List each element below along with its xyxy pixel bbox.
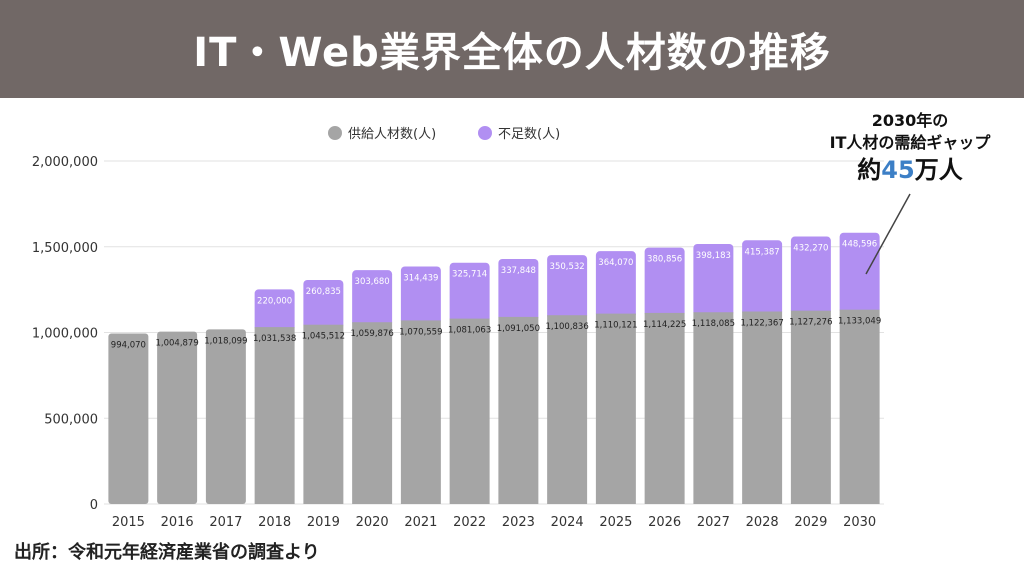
y-tick-label: 0 bbox=[90, 498, 98, 513]
bar-supply-label: 1,059,876 bbox=[350, 329, 393, 339]
bar-shortage bbox=[742, 240, 783, 316]
bar-shortage-label: 415,387 bbox=[745, 247, 780, 257]
annotation-suffix: 万人 bbox=[914, 156, 963, 184]
x-tick-label: 2029 bbox=[794, 515, 827, 530]
bar-shortage-label: 448,596 bbox=[842, 240, 877, 250]
annotation-prefix: 約 bbox=[857, 156, 882, 184]
bar-shortage bbox=[303, 279, 344, 329]
header-bar: IT・Web業界全体の人材数の推移 bbox=[0, 0, 1024, 98]
bar-shortage-label: 303,680 bbox=[355, 277, 390, 287]
bar-shortage bbox=[498, 258, 539, 321]
bar-shortage-label: 398,183 bbox=[696, 251, 731, 261]
bar-supply bbox=[839, 309, 880, 504]
bar-supply bbox=[254, 327, 295, 504]
x-tick-label: 2020 bbox=[356, 515, 389, 530]
bar-shortage bbox=[547, 255, 588, 320]
x-tick-label: 2030 bbox=[843, 515, 876, 530]
bar-shortage-label: 314,439 bbox=[403, 273, 438, 283]
bar-supply-label: 1,114,225 bbox=[643, 320, 686, 330]
bar-shortage bbox=[790, 236, 831, 315]
bar-shortage bbox=[352, 270, 393, 327]
x-tick-label: 2024 bbox=[551, 515, 584, 530]
bar-supply-label: 1,004,879 bbox=[155, 339, 198, 349]
bar-shortage bbox=[595, 251, 636, 318]
bar-supply bbox=[449, 318, 490, 504]
source-note: 出所：令和元年経済産業省の調査より bbox=[14, 542, 320, 563]
legend-label: 供給人材数(人) bbox=[348, 127, 436, 142]
x-tick-label: 2023 bbox=[502, 515, 535, 530]
gap-annotation: 2030年の IT人材の需給ギャップ 約45万人 bbox=[790, 110, 1024, 186]
bar-supply-label: 1,118,085 bbox=[692, 319, 735, 329]
legend-marker bbox=[478, 126, 492, 140]
bar-shortage bbox=[644, 247, 685, 317]
bar-shortage-label: 325,714 bbox=[452, 270, 487, 280]
bar-supply bbox=[352, 322, 393, 504]
bar-shortage-label: 260,835 bbox=[306, 287, 341, 297]
bar-supply bbox=[742, 311, 783, 504]
bar-supply bbox=[595, 313, 636, 504]
bar-shortage bbox=[254, 289, 295, 332]
bar-shortage-label: 364,070 bbox=[598, 258, 633, 268]
x-tick-label: 2019 bbox=[307, 515, 340, 530]
annotation-line-3: 約45万人 bbox=[790, 154, 1024, 186]
x-tick-label: 2028 bbox=[746, 515, 779, 530]
bar-supply-label: 1,133,049 bbox=[838, 317, 881, 327]
bar-shortage-label: 350,532 bbox=[550, 262, 585, 272]
x-tick-label: 2021 bbox=[404, 515, 437, 530]
x-tick-label: 2016 bbox=[161, 515, 194, 530]
bar-supply-label: 1,122,367 bbox=[740, 319, 783, 329]
bar-shortage-label: 380,856 bbox=[647, 255, 682, 265]
legend-marker bbox=[328, 126, 342, 140]
bar-supply-label: 1,031,538 bbox=[253, 334, 296, 344]
bar-supply-label: 1,045,512 bbox=[302, 332, 345, 342]
annotation-line-1: 2030年の bbox=[871, 111, 949, 130]
page-title: IT・Web業界全体の人材数の推移 bbox=[193, 30, 831, 76]
x-tick-label: 2022 bbox=[453, 515, 486, 530]
x-tick-label: 2027 bbox=[697, 515, 730, 530]
y-tick-label: 1,000,000 bbox=[32, 327, 98, 342]
annotation-pointer bbox=[865, 193, 911, 275]
bar-supply bbox=[790, 310, 831, 504]
annotation-line-2: IT人材の需給ギャップ bbox=[829, 133, 991, 152]
y-tick-label: 1,500,000 bbox=[32, 241, 98, 256]
stacked-bar-chart: 0 500,000 1,000,000 1,500,000 2,000,000 供給人材数… bbox=[32, 126, 911, 530]
bar-supply-label: 1,070,559 bbox=[399, 327, 442, 337]
bar-supply-label: 1,091,050 bbox=[497, 324, 540, 334]
x-tick-label: 2025 bbox=[599, 515, 632, 530]
bar-shortage bbox=[693, 243, 734, 317]
bar-shortage-label: 432,270 bbox=[793, 244, 828, 254]
x-tick-label: 2026 bbox=[648, 515, 681, 530]
bar-supply bbox=[157, 331, 198, 504]
bar-supply-label: 994,070 bbox=[111, 341, 146, 351]
bar-shortage-label: 220,000 bbox=[257, 296, 292, 306]
bar-supply-label: 1,081,063 bbox=[448, 326, 491, 336]
x-tick-label: 2015 bbox=[112, 515, 145, 530]
bar-supply bbox=[400, 320, 441, 504]
bar-supply bbox=[644, 312, 685, 504]
bar-supply bbox=[108, 333, 149, 504]
bar-supply-label: 1,018,099 bbox=[204, 336, 247, 346]
y-tick-label: 500,000 bbox=[44, 412, 98, 427]
bar-supply-label: 1,127,276 bbox=[789, 318, 832, 328]
bar-supply bbox=[498, 316, 539, 504]
x-tick-label: 2018 bbox=[258, 515, 291, 530]
annotation-number: 45 bbox=[881, 156, 915, 184]
bar-supply-label: 1,110,121 bbox=[594, 321, 637, 331]
bar-shortage-label: 337,848 bbox=[501, 266, 536, 276]
bar-supply-label: 1,100,836 bbox=[545, 322, 588, 332]
bar-shortage bbox=[449, 262, 490, 323]
bar-shortage bbox=[400, 266, 441, 325]
bar-supply bbox=[303, 324, 344, 504]
x-tick-label: 2017 bbox=[209, 515, 242, 530]
legend-label: 不足数(人) bbox=[498, 127, 560, 142]
y-tick-label: 2,000,000 bbox=[32, 155, 98, 170]
bar-supply bbox=[547, 315, 588, 504]
bar-shortage bbox=[839, 232, 880, 314]
bar-supply bbox=[693, 312, 734, 504]
bar-supply bbox=[205, 329, 246, 504]
